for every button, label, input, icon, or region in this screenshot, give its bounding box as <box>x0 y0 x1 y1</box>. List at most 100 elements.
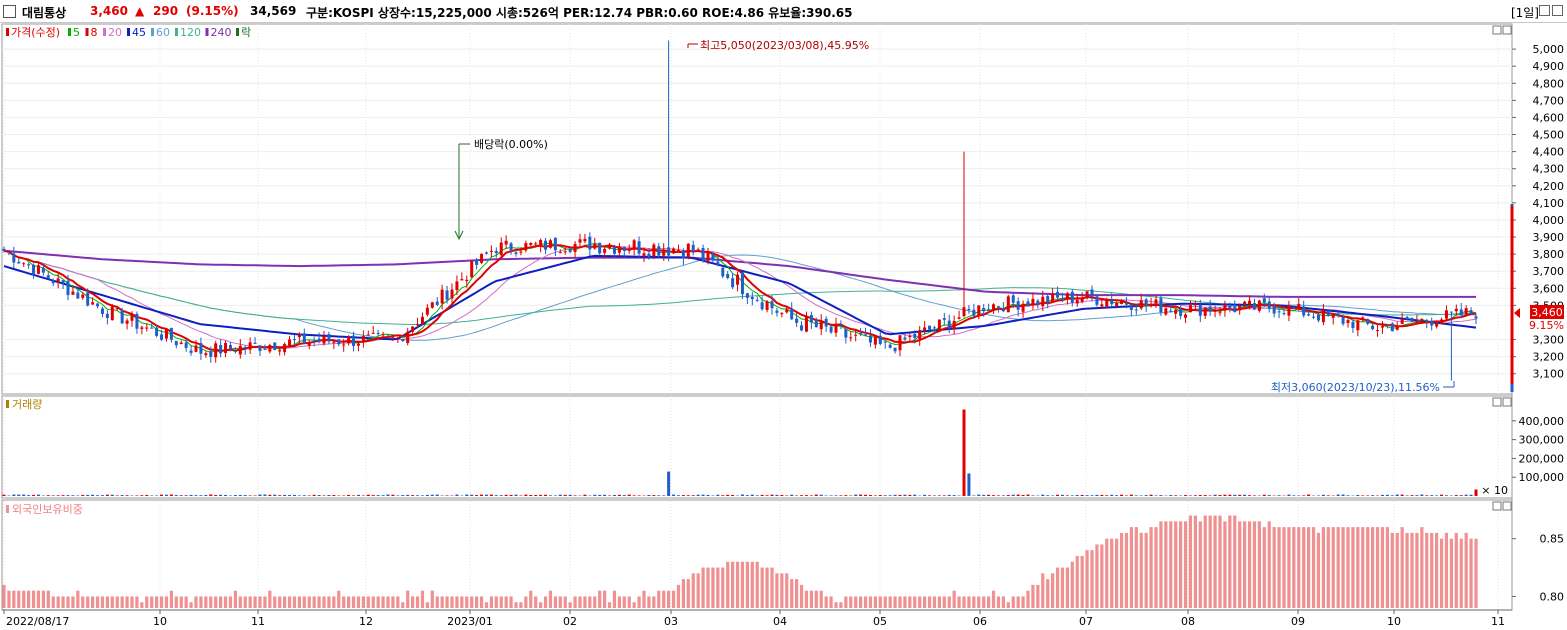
candle-body <box>775 310 779 313</box>
chart-panels <box>1 23 1513 611</box>
close-window-icon[interactable] <box>1552 5 1563 16</box>
foreign-ratio-bar <box>977 596 981 608</box>
stock-chart[interactable]: 5,000 4,900 4,800 4,700 4,600 4,500 4,400 4,300… <box>0 22 1567 630</box>
candle-body <box>608 244 612 249</box>
stock-name[interactable]: 대림통상 <box>22 6 67 20</box>
foreign-ratio-bar <box>617 596 621 608</box>
foreign-ratio-bar <box>1292 527 1296 608</box>
candle-body <box>1430 320 1434 326</box>
foreign-ratio-bar <box>750 561 754 608</box>
volume-panel-close-icon[interactable] <box>1502 397 1512 407</box>
legend-swatch <box>175 28 178 36</box>
volume-bar <box>598 494 602 496</box>
volume-tick-label: 400,000 <box>1519 415 1565 428</box>
restore-window-icon[interactable] <box>1539 5 1550 16</box>
volume-bar <box>386 494 390 496</box>
candle-body <box>278 350 282 352</box>
foreign-ratio-bar <box>1041 573 1045 608</box>
volume-bar <box>1390 495 1394 496</box>
period-selector[interactable]: [1일] <box>1510 6 1539 20</box>
candle-body <box>824 318 828 327</box>
foreign-ratio-bar <box>499 596 503 608</box>
select-checkbox[interactable] <box>3 5 16 18</box>
volume-bar <box>509 494 513 496</box>
foreign-ratio-bar <box>937 596 941 608</box>
foreign-ratio-bar <box>1016 596 1020 608</box>
volume-bar <box>1060 494 1064 496</box>
volume-bar <box>56 495 60 496</box>
candle-body <box>396 337 400 339</box>
candle-body <box>1011 295 1015 303</box>
foreign-ratio-bar <box>987 596 991 608</box>
foreign-ratio-bar <box>878 596 882 608</box>
candle-body <box>189 350 193 353</box>
foreign-ratio-bar <box>1277 527 1281 608</box>
volume-bar <box>864 494 868 496</box>
candle-body <box>662 249 666 256</box>
foreign-ratio-bar <box>1390 532 1394 608</box>
foreign-ratio-bar <box>745 561 749 608</box>
y-axis-ticks: 5,000 4,900 4,800 4,700 4,600 4,500 4,400 4,300… <box>1512 43 1564 603</box>
foreign-ratio-bar <box>199 596 203 608</box>
foreign-ratio-bar <box>1247 521 1252 608</box>
foreign-ratio-bar <box>514 602 518 608</box>
candle-body <box>1376 330 1380 332</box>
candle-body <box>1105 299 1109 307</box>
legend-swatch <box>205 28 209 36</box>
candle-body <box>391 337 395 339</box>
foreign-ratio-bar <box>1326 527 1330 608</box>
panel-buttons[interactable] <box>1492 25 1512 511</box>
candle-body <box>1139 300 1143 309</box>
foreign-ratio-bar <box>996 596 1001 608</box>
volume-bar <box>499 495 503 496</box>
foreign-ratio-bar <box>1119 532 1124 608</box>
x-tick-label: 06 <box>973 615 987 628</box>
foreign-ratio-bar <box>1164 521 1168 608</box>
foreign-ratio-bar <box>1425 532 1429 608</box>
candle-body <box>932 327 936 329</box>
foreign-ratio-bar <box>873 596 877 608</box>
foreign-panel-close-icon[interactable] <box>1502 501 1512 511</box>
volume-panel-restore-icon[interactable] <box>1492 397 1502 407</box>
candle-body <box>790 308 794 320</box>
legend-label: 120 <box>180 26 201 39</box>
price-panel-restore-icon[interactable] <box>1492 25 1502 35</box>
volume-bar <box>573 495 577 496</box>
foreign-ratio-bar <box>1287 527 1291 608</box>
volume-bar <box>219 494 223 496</box>
foreign-ratio-bar <box>972 596 976 608</box>
candle-body <box>918 330 922 340</box>
candle-body <box>647 253 651 257</box>
candle-body <box>1238 305 1242 311</box>
candle-body <box>297 334 301 338</box>
candle-body <box>475 259 479 265</box>
price-panel-close-icon[interactable] <box>1502 25 1512 35</box>
y-tick-label: 4,000 <box>1533 214 1565 227</box>
foreign-panel-restore-icon[interactable] <box>1492 501 1502 511</box>
foreign-ratio-bar <box>844 596 848 608</box>
candle-body <box>957 317 961 319</box>
foreign-ratio-bar <box>731 561 735 608</box>
foreign-ratio-bar <box>859 596 863 608</box>
candle-body <box>1203 307 1207 316</box>
candlesticks <box>2 40 1478 381</box>
candle-body <box>184 342 188 348</box>
foreign-ratio-bar <box>366 596 370 608</box>
candle-body <box>352 335 356 346</box>
volume-bar <box>332 495 336 496</box>
foreign-ratio-bar <box>1075 556 1079 608</box>
volume-bar <box>312 494 316 496</box>
y-tick-label: 3,200 <box>1533 351 1565 364</box>
volume-bar <box>307 495 311 496</box>
foreign-ratio-bar <box>1169 521 1173 608</box>
x-tick-label: 02 <box>563 615 577 628</box>
candle-body <box>494 251 498 254</box>
foreign-ratio-bar <box>1444 532 1449 608</box>
volume-panel-title: 거래량 <box>12 398 42 411</box>
foreign-ratio-bar <box>228 596 233 608</box>
volume-bar <box>194 495 198 496</box>
candle-body <box>834 323 838 333</box>
foreign-ratio-bar <box>263 596 267 608</box>
volume-bar <box>883 495 887 496</box>
foreign-ratio-bar <box>962 596 966 608</box>
